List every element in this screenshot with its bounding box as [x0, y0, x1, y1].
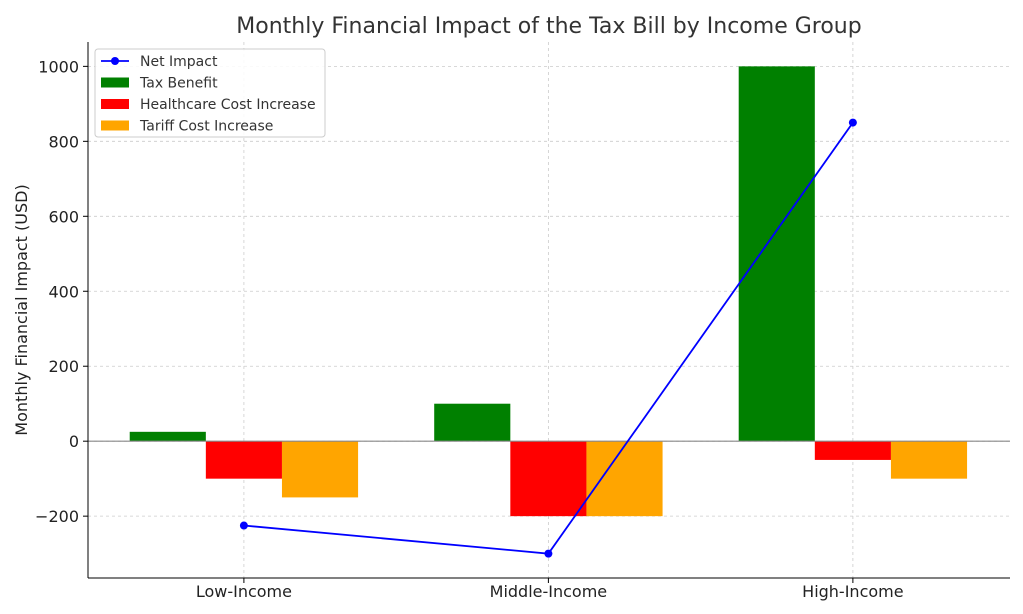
- axes: −200 0 200 400 600 800 1000 Low-Income Middle-In…: [35, 42, 1010, 601]
- legend-swatch-icon: [101, 120, 129, 131]
- y-tick-label: 800: [48, 132, 79, 151]
- y-tick-label: 400: [48, 282, 79, 301]
- x-tick-label: High-Income: [802, 582, 903, 601]
- bar-tax-benefit: [738, 66, 815, 442]
- bar-healthcare-cost-increase: [205, 441, 282, 479]
- bar-tariff-cost-increase: [890, 441, 968, 479]
- legend-label: Healthcare Cost Increase: [140, 97, 316, 113]
- legend: Net Impact Tax Benefit Healthcare Cost Inc…: [94, 48, 326, 138]
- legend-label: Net Impact: [140, 54, 218, 70]
- bar-tax-benefit: [129, 431, 206, 442]
- net-impact-line: [239, 118, 857, 558]
- x-tick-label: Low-Income: [196, 582, 292, 601]
- bar-healthcare-cost-increase: [510, 441, 587, 517]
- legend-swatch-icon: [101, 77, 129, 88]
- y-tick-label: −200: [35, 507, 79, 526]
- y-tick-label: 1000: [38, 57, 79, 76]
- legend-box: [94, 48, 326, 138]
- bars: [129, 66, 968, 517]
- y-tick-label: 0: [69, 432, 79, 451]
- legend-label: Tax Benefit: [139, 76, 218, 92]
- chart-title: Monthly Financial Impact of the Tax Bill…: [236, 14, 861, 39]
- bar-tariff-cost-increase: [281, 441, 359, 498]
- y-axis-label: Monthly Financial Impact (USD): [12, 184, 31, 435]
- bar-tax-benefit: [434, 403, 511, 442]
- net-impact-point: [544, 549, 553, 558]
- bar-tariff-cost-increase: [586, 441, 663, 517]
- net-impact-point: [848, 118, 857, 127]
- bar-healthcare-cost-increase: [814, 441, 891, 460]
- legend-swatch-icon: [101, 99, 129, 109]
- legend-label: Tariff Cost Increase: [139, 119, 273, 135]
- y-tick-label: 600: [48, 207, 79, 226]
- x-tick-label: Middle-Income: [490, 582, 608, 601]
- y-tick-label: 200: [48, 357, 79, 376]
- legend-marker-icon: [111, 57, 119, 65]
- net-impact-point: [239, 521, 248, 530]
